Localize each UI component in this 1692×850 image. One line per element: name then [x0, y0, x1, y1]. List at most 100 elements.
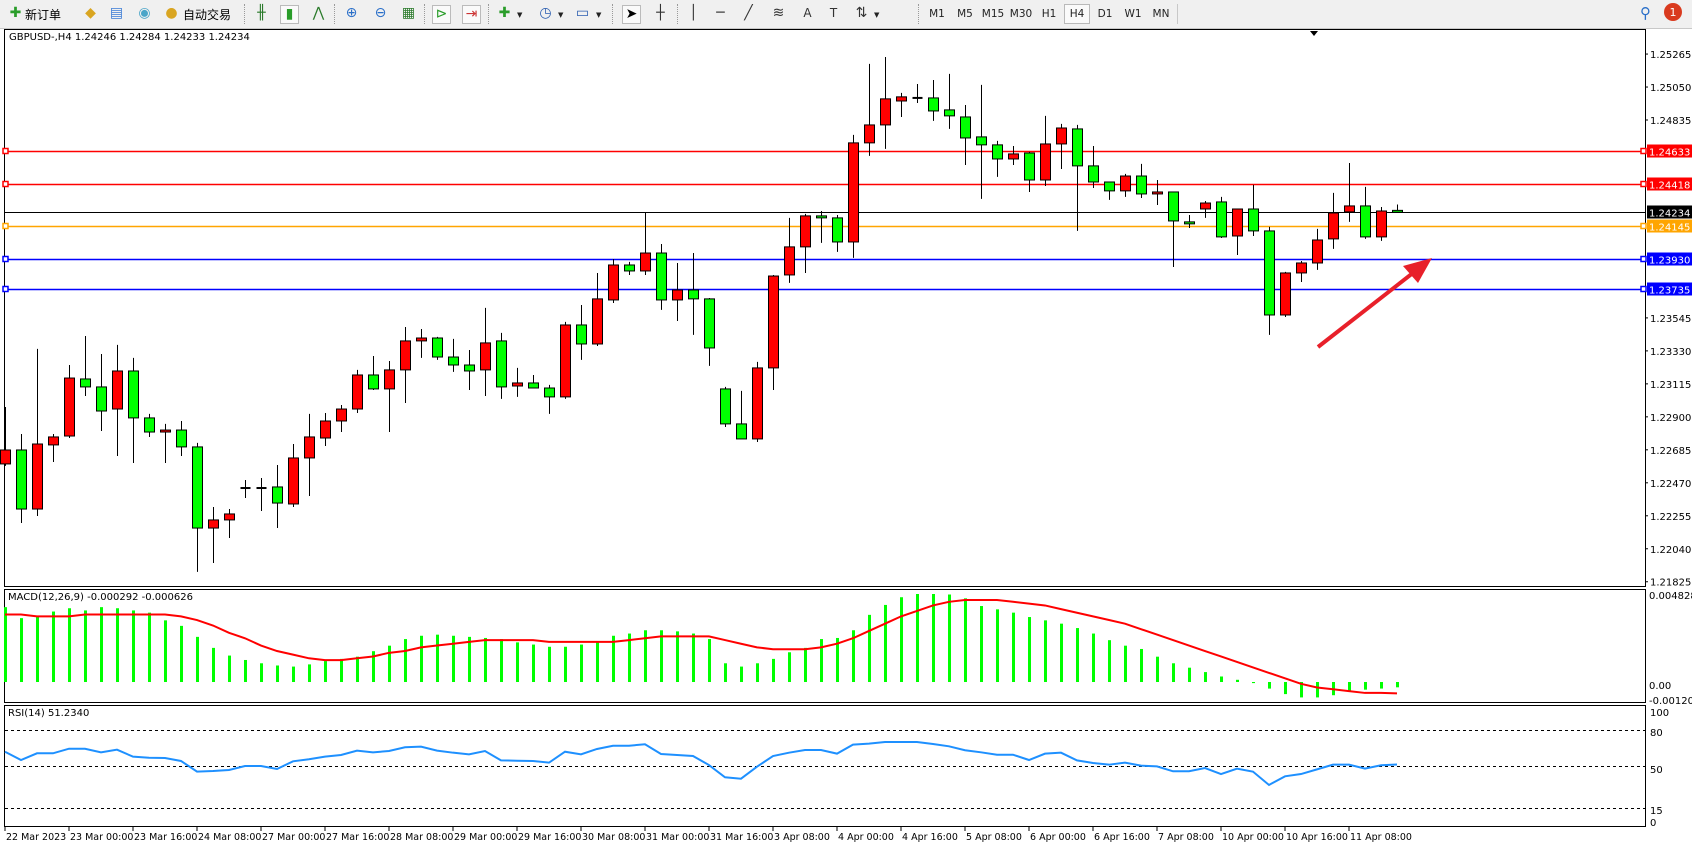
- chart-shift-marker-icon[interactable]: [1310, 31, 1318, 36]
- candle: [704, 297, 715, 366]
- rsi-tick-label: 100: [1650, 708, 1669, 719]
- chart-shift-icon[interactable]: ⇥: [462, 5, 481, 24]
- arrows-icon[interactable]: ⇅: [855, 5, 868, 21]
- price-level-label-bg: [1647, 282, 1692, 296]
- timeframe-h1[interactable]: H1: [1041, 8, 1057, 20]
- chart-background: [0, 29, 1692, 850]
- timeframe-w1[interactable]: W1: [1124, 8, 1142, 20]
- chevron-down-icon[interactable]: ▼: [517, 11, 523, 19]
- price-tick-label: 1.25265: [1650, 50, 1691, 61]
- candle-body: [1024, 152, 1035, 181]
- crosshair-icon[interactable]: ┼: [656, 5, 665, 21]
- timeframe-m15[interactable]: M15: [981, 8, 1005, 20]
- horizontal-line-icon[interactable]: ─: [716, 5, 725, 21]
- symbol-header: GBPUSD-,H4 1.24246 1.24284 1.24233 1.242…: [9, 32, 250, 43]
- fibonacci-icon[interactable]: ≋: [772, 5, 785, 21]
- time-tick-label: 11 Apr 08:00: [1350, 832, 1412, 843]
- vertical-line-icon[interactable]: │: [689, 5, 698, 21]
- macd-histogram-bar: [900, 597, 903, 682]
- candle-body: [448, 356, 459, 366]
- level-handle-right[interactable]: [1640, 180, 1647, 188]
- new-order-button[interactable]: 新订单: [25, 7, 62, 22]
- level-handle-right[interactable]: [1640, 147, 1647, 155]
- level-handle-right[interactable]: [1640, 255, 1647, 263]
- macd-histogram-bar: [420, 635, 423, 682]
- periods-clock-icon[interactable]: ◷: [539, 5, 552, 21]
- indicators-icon[interactable]: ✚: [498, 5, 511, 21]
- autotrade-button[interactable]: 自动交易: [183, 7, 232, 22]
- candle-body: [672, 289, 683, 301]
- macd-histogram-bar: [692, 633, 695, 682]
- macd-histogram-bar: [276, 665, 279, 682]
- level-handle-left[interactable]: [2, 285, 9, 293]
- candle: [992, 140, 1003, 177]
- macd-histogram-bar: [1236, 679, 1239, 682]
- text-label-icon[interactable]: T: [829, 6, 838, 20]
- market-watch-icon[interactable]: ◆: [85, 5, 96, 21]
- macd-histogram-bar: [660, 630, 663, 682]
- autotrade-icon[interactable]: ●: [165, 5, 178, 21]
- price-level-label-bg: [1647, 252, 1692, 266]
- candle-body: [1056, 127, 1067, 145]
- timeframe-m1[interactable]: M1: [929, 8, 945, 20]
- candle: [768, 274, 779, 390]
- candle-body: [1088, 165, 1099, 183]
- candle-body: [800, 215, 811, 248]
- level-handle-left[interactable]: [2, 222, 9, 230]
- signals-icon[interactable]: ◉: [138, 5, 151, 21]
- candlestick-icon[interactable]: ▮: [280, 5, 299, 24]
- candle-body: [48, 436, 59, 446]
- timeframe-m30[interactable]: M30: [1009, 8, 1033, 20]
- level-handle-left[interactable]: [2, 180, 9, 188]
- level-handle-right[interactable]: [1640, 285, 1647, 293]
- timeframe-mn[interactable]: MN: [1152, 8, 1170, 20]
- level-handle-left[interactable]: [2, 147, 9, 155]
- candle-body: [1152, 191, 1163, 195]
- timeframe-m5[interactable]: M5: [957, 8, 973, 20]
- navigator-icon[interactable]: ▤: [109, 5, 124, 21]
- timeframe-h4[interactable]: H4: [1064, 4, 1090, 24]
- candle: [528, 374, 539, 389]
- toolbar-separator: [918, 4, 920, 24]
- new-order-icon[interactable]: ✚: [9, 5, 22, 21]
- macd-histogram-bar: [820, 639, 823, 682]
- search-icon[interactable]: ⚲: [1640, 4, 1651, 22]
- macd-histogram-bar: [180, 625, 183, 682]
- notification-badge[interactable]: 1: [1664, 3, 1682, 21]
- candle-body: [896, 96, 907, 102]
- cursor-icon[interactable]: ➤: [622, 5, 641, 24]
- candle: [432, 336, 443, 360]
- text-icon[interactable]: A: [803, 6, 812, 20]
- level-handle-left[interactable]: [2, 255, 9, 263]
- chevron-down-icon[interactable]: ▼: [874, 11, 880, 19]
- macd-histogram-bar: [372, 651, 375, 682]
- timeframe-d1[interactable]: D1: [1097, 8, 1113, 20]
- chevron-down-icon[interactable]: ▼: [558, 11, 564, 19]
- macd-histogram-bar: [388, 645, 391, 682]
- candle-body: [1008, 153, 1019, 160]
- rsi-panel: [4, 705, 1646, 827]
- candle-body: [1136, 175, 1147, 195]
- bar-chart-icon[interactable]: ╫: [257, 5, 266, 21]
- macd-histogram-bar: [1204, 672, 1207, 682]
- annotation-arrow[interactable]: [1316, 258, 1432, 349]
- candle-body: [1040, 143, 1051, 181]
- zoom-in-icon[interactable]: ⊕: [345, 5, 358, 21]
- time-tick-label: 27 Mar 00:00: [262, 832, 325, 843]
- tile-windows-icon[interactable]: ▦: [401, 5, 416, 21]
- chevron-down-icon[interactable]: ▼: [596, 11, 602, 19]
- level-handle-right[interactable]: [1640, 222, 1647, 230]
- macd-histogram-bar: [324, 661, 327, 682]
- trendline-icon[interactable]: ╱: [744, 5, 753, 21]
- macd-histogram-bar: [532, 644, 535, 682]
- macd-histogram-bar: [1316, 682, 1319, 698]
- candle: [320, 413, 331, 446]
- candle: [112, 344, 123, 456]
- auto-scroll-icon[interactable]: ⊳: [432, 5, 451, 24]
- zoom-out-icon[interactable]: ⊖: [374, 5, 387, 21]
- macd-histogram-bar: [308, 664, 311, 682]
- candle-body: [544, 387, 555, 398]
- line-chart-icon[interactable]: ⋀: [312, 5, 325, 21]
- templates-icon[interactable]: ▭: [575, 5, 590, 21]
